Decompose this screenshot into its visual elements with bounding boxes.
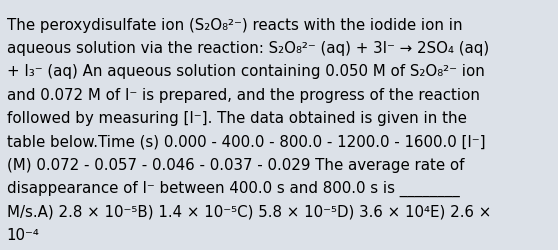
Text: and 0.072 M of I⁻ is prepared, and the progress of the reaction: and 0.072 M of I⁻ is prepared, and the p… bbox=[7, 87, 480, 102]
Text: The peroxydisulfate ion (S₂O₈²⁻) reacts with the iodide ion in: The peroxydisulfate ion (S₂O₈²⁻) reacts … bbox=[7, 18, 463, 32]
Text: disappearance of I⁻ between 400.0 s and 800.0 s is ________: disappearance of I⁻ between 400.0 s and … bbox=[7, 180, 459, 196]
Text: aqueous solution via the reaction: S₂O₈²⁻ (aq) + 3I⁻ → 2SO₄ (aq): aqueous solution via the reaction: S₂O₈²… bbox=[7, 41, 489, 56]
Text: 10⁻⁴: 10⁻⁴ bbox=[7, 227, 40, 242]
Text: table below.Time (s) 0.000 - 400.0 - 800.0 - 1200.0 - 1600.0 [I⁻]: table below.Time (s) 0.000 - 400.0 - 800… bbox=[7, 134, 485, 149]
Text: + I₃⁻ (aq) An aqueous solution containing 0.050 M of S₂O₈²⁻ ion: + I₃⁻ (aq) An aqueous solution containin… bbox=[7, 64, 484, 79]
Text: (M) 0.072 - 0.057 - 0.046 - 0.037 - 0.029 The average rate of: (M) 0.072 - 0.057 - 0.046 - 0.037 - 0.02… bbox=[7, 157, 464, 172]
Text: followed by measuring [I⁻]. The data obtained is given in the: followed by measuring [I⁻]. The data obt… bbox=[7, 110, 466, 126]
Text: M/s.A) 2.8 × 10⁻⁵B) 1.4 × 10⁻⁵C) 5.8 × 10⁻⁵D) 3.6 × 10⁴E) 2.6 ×: M/s.A) 2.8 × 10⁻⁵B) 1.4 × 10⁻⁵C) 5.8 × 1… bbox=[7, 204, 491, 218]
